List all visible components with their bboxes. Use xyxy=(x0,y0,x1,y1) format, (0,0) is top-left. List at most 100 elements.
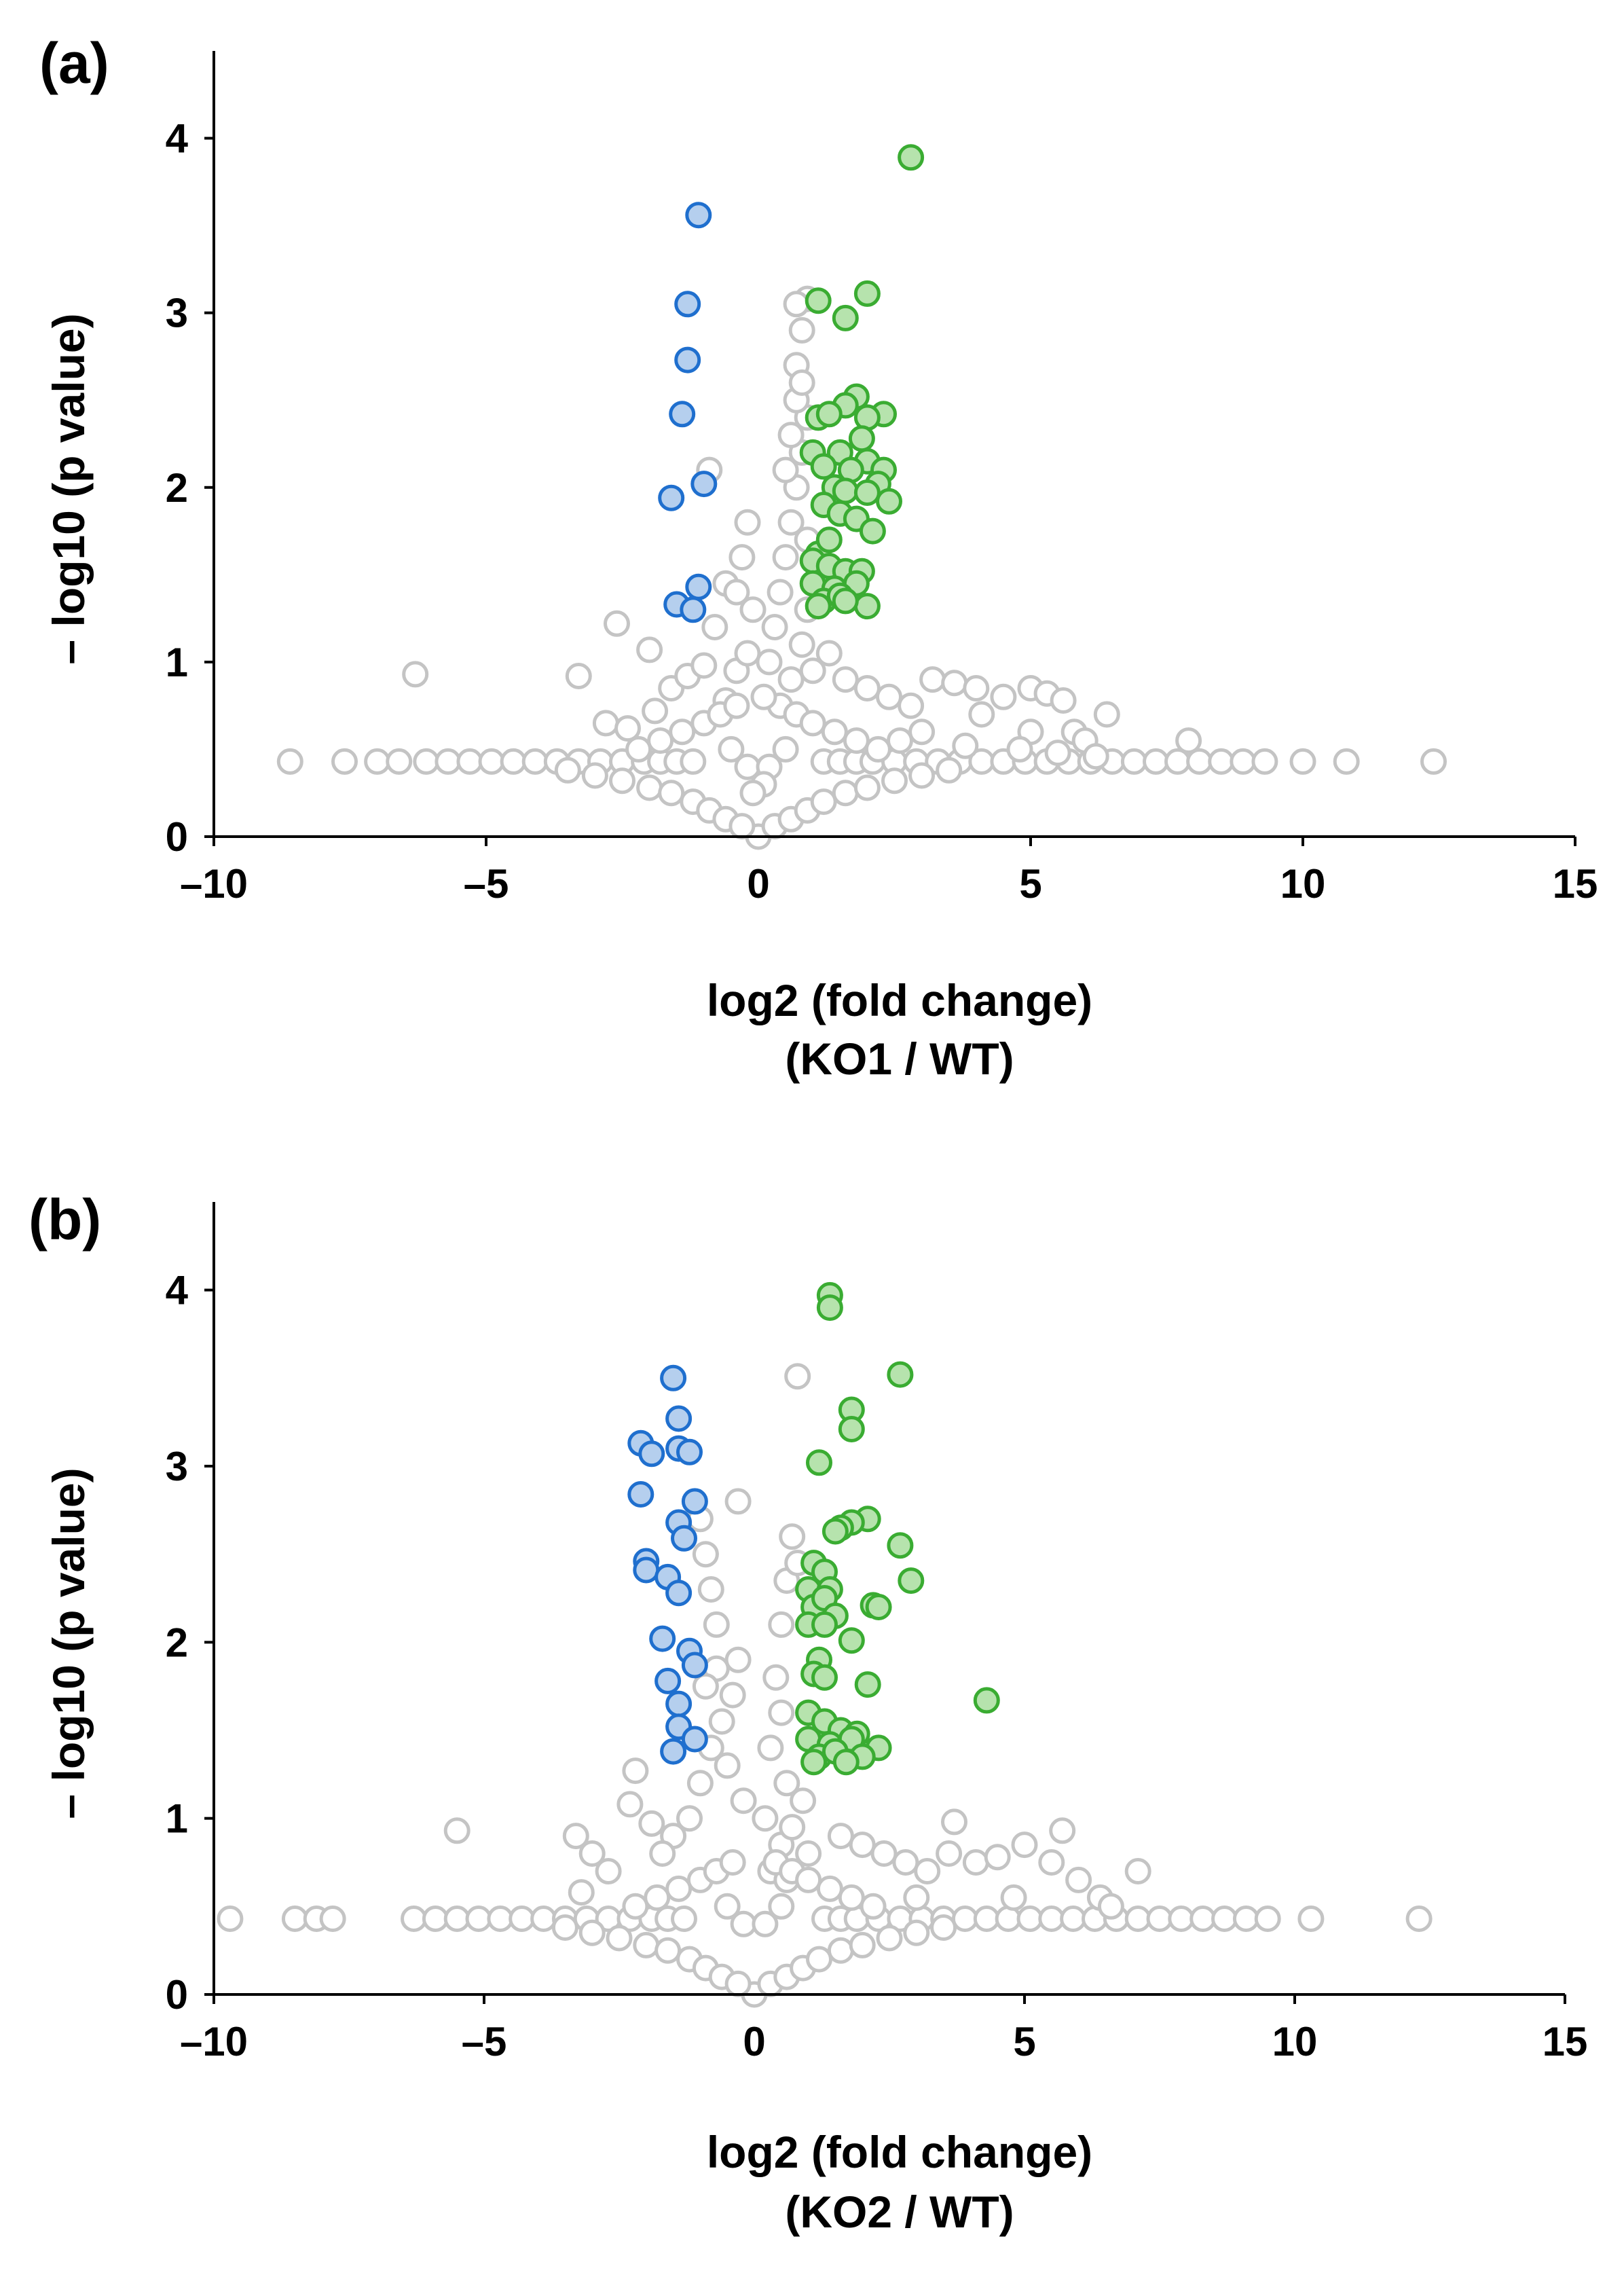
data-point-not-significant xyxy=(1146,1906,1173,1932)
data-point-not-significant xyxy=(402,661,429,688)
data-point-not-significant xyxy=(551,1914,578,1941)
data-point-not-significant xyxy=(671,1906,697,1932)
data-point-down-regulated xyxy=(681,1652,708,1679)
data-point-up-regulated xyxy=(848,425,875,452)
data-point-not-significant xyxy=(636,774,663,801)
data-point-not-significant xyxy=(799,710,826,737)
data-point-not-significant xyxy=(465,1906,492,1932)
data-point-up-regulated xyxy=(854,1671,881,1698)
data-point-not-significant xyxy=(665,1875,693,1902)
data-point-not-significant xyxy=(849,1931,876,1958)
data-point-not-significant xyxy=(625,735,652,763)
data-point-not-significant xyxy=(642,697,669,725)
data-point-not-significant xyxy=(1082,743,1109,770)
data-point-not-significant xyxy=(779,1814,806,1841)
data-point-not-significant xyxy=(750,683,777,710)
data-point-not-significant xyxy=(487,1906,514,1932)
data-point-not-significant xyxy=(456,748,483,775)
data-point-not-significant xyxy=(478,748,505,775)
data-point-not-significant xyxy=(941,670,968,697)
data-point-not-significant xyxy=(908,762,936,789)
data-point-not-significant xyxy=(636,636,663,663)
data-point-not-significant xyxy=(680,748,707,775)
data-point-not-significant xyxy=(1230,748,1257,775)
data-point-not-significant xyxy=(723,692,750,719)
data-point-not-significant xyxy=(714,1752,741,1779)
y-tick-label-b: 4 xyxy=(166,1268,189,1313)
data-point-not-significant xyxy=(622,1893,649,1920)
data-point-not-significant xyxy=(1297,1906,1325,1932)
data-point-not-significant xyxy=(761,614,788,640)
data-point-up-regulated xyxy=(806,1449,832,1476)
data-point-not-significant xyxy=(609,767,635,795)
data-point-not-significant xyxy=(719,1849,746,1876)
data-point-not-significant xyxy=(714,1893,741,1920)
data-point-not-significant xyxy=(1211,1906,1238,1932)
y-tick-label-a: 4 xyxy=(166,116,189,162)
data-point-not-significant xyxy=(633,1931,660,1958)
data-point-up-regulated xyxy=(865,1594,892,1620)
data-point-up-regulated xyxy=(887,1361,914,1388)
data-point-not-significant xyxy=(443,1906,470,1932)
x-tick-label-a: 0 xyxy=(747,861,769,907)
data-point-not-significant xyxy=(1251,748,1278,775)
data-point-not-significant xyxy=(622,1757,649,1785)
data-point-not-significant xyxy=(752,1910,779,1937)
data-point-not-significant xyxy=(435,748,462,775)
data-point-not-significant xyxy=(276,748,303,775)
data-point-not-significant xyxy=(1006,735,1033,763)
data-point-not-significant xyxy=(521,748,549,775)
data-point-not-significant xyxy=(1049,1817,1076,1844)
data-point-not-significant xyxy=(331,748,358,775)
data-point-down-regulated xyxy=(676,1438,703,1465)
data-point-up-regulated xyxy=(859,517,886,545)
data-point-not-significant xyxy=(962,1849,989,1876)
data-point-not-significant xyxy=(783,291,810,318)
data-point-not-significant xyxy=(832,666,859,693)
data-point-not-significant xyxy=(708,1708,735,1735)
data-point-down-regulated xyxy=(680,596,707,623)
data-point-down-regulated xyxy=(665,1580,693,1607)
data-point-not-significant xyxy=(772,456,799,484)
data-point-up-regulated xyxy=(816,1294,843,1321)
data-point-up-regulated xyxy=(822,1518,849,1545)
data-point-not-significant xyxy=(984,1844,1011,1871)
data-point-not-significant xyxy=(724,1488,752,1515)
data-point-not-significant xyxy=(739,596,767,623)
axes-a xyxy=(213,51,1575,838)
data-point-not-significant xyxy=(604,610,630,637)
data-point-not-significant xyxy=(919,666,946,693)
panel-a: (a) – log10 (p value) log2 (fold change)… xyxy=(39,31,1598,1084)
data-point-not-significant xyxy=(592,710,619,737)
data-point-down-regulated xyxy=(654,1667,682,1694)
x-axis-title-b-line1: log2 (fold change) xyxy=(707,2127,1092,2177)
y-tick-label-b: 1 xyxy=(166,1796,188,1842)
data-point-not-significant xyxy=(990,683,1017,710)
data-point-not-significant xyxy=(832,780,859,807)
data-point-not-significant xyxy=(319,1906,346,1932)
data-point-not-significant xyxy=(578,1919,606,1946)
data-point-not-significant xyxy=(281,1906,308,1932)
data-point-up-regulated xyxy=(815,401,843,428)
data-point-not-significant xyxy=(676,1805,703,1832)
data-point-not-significant xyxy=(941,1808,967,1836)
y-axis-title-b: – log10 (p value) xyxy=(43,1467,94,1819)
data-point-not-significant xyxy=(1420,748,1447,775)
data-point-not-significant xyxy=(1093,701,1120,728)
data-point-not-significant xyxy=(881,767,908,795)
data-point-not-significant xyxy=(790,1787,817,1815)
data-point-down-regulated xyxy=(627,1481,654,1508)
data-point-not-significant xyxy=(773,1770,800,1797)
data-point-not-significant xyxy=(1208,748,1235,775)
data-point-up-regulated xyxy=(832,1749,860,1776)
data-point-not-significant xyxy=(1065,1866,1092,1893)
data-point-up-regulated xyxy=(805,593,832,620)
data-point-not-significant xyxy=(649,1840,676,1867)
data-point-not-significant xyxy=(669,718,696,746)
data-point-not-significant xyxy=(795,1866,822,1893)
data-point-not-significant xyxy=(799,657,826,685)
data-point-not-significant xyxy=(1289,748,1316,775)
data-point-not-significant xyxy=(692,1673,719,1700)
data-point-not-significant xyxy=(788,316,815,344)
axes-b xyxy=(213,1202,1565,1996)
